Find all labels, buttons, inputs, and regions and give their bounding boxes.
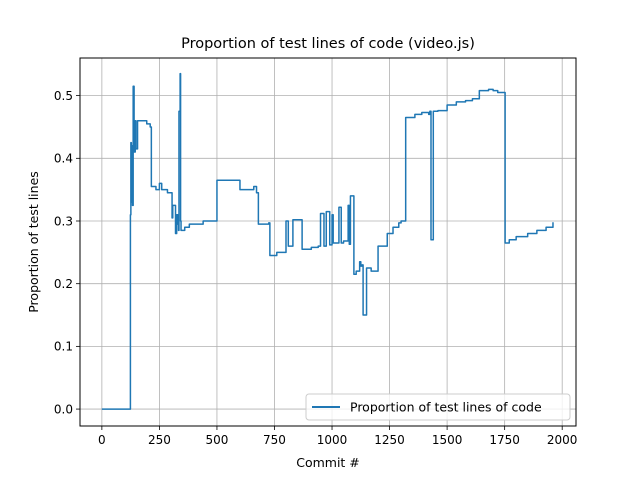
y-tick-label: 0.5 xyxy=(54,89,73,103)
chart-title: Proportion of test lines of code (video.… xyxy=(181,36,475,52)
x-tick-label: 750 xyxy=(263,433,286,447)
x-axis-ticks: 0 250 500 750 1000 1250 1500 1750 2000 xyxy=(98,426,577,447)
x-tick-label: 2000 xyxy=(547,433,578,447)
x-tick-label: 1750 xyxy=(489,433,520,447)
x-tick-label: 250 xyxy=(148,433,171,447)
legend-label: Proportion of test lines of code xyxy=(350,400,542,415)
x-tick-label: 1000 xyxy=(317,433,348,447)
y-axis-ticks: 0.0 0.1 0.2 0.3 0.4 0.5 xyxy=(54,89,80,416)
legend: Proportion of test lines of code xyxy=(305,393,571,421)
series-lines xyxy=(101,72,554,410)
series-line xyxy=(101,72,554,410)
x-tick-label: 1250 xyxy=(374,433,405,447)
y-axis-label: Proportion of test lines xyxy=(26,171,41,313)
x-tick-label: 500 xyxy=(205,433,228,447)
plot-frame xyxy=(79,57,577,427)
x-axis-label: Commit # xyxy=(296,455,360,470)
y-tick-label: 0.4 xyxy=(54,152,73,166)
y-tick-label: 0.3 xyxy=(54,214,73,228)
y-tick-label: 0.2 xyxy=(54,277,73,291)
x-tick-label: 1500 xyxy=(432,433,463,447)
y-tick-label: 0.1 xyxy=(54,340,73,354)
legend-box xyxy=(305,393,571,421)
y-tick-label: 0.0 xyxy=(54,402,73,416)
x-tick-label: 0 xyxy=(98,433,106,447)
